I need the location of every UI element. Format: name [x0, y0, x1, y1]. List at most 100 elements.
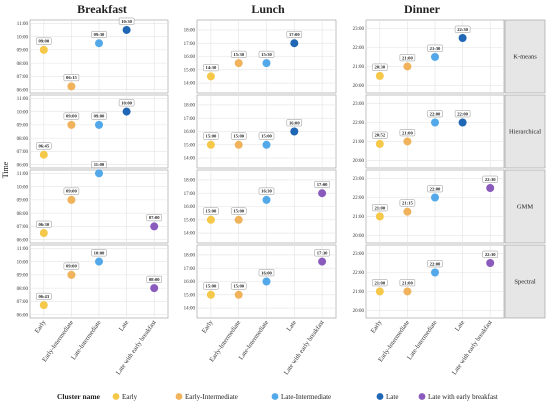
data-label: 09:00: [66, 264, 77, 269]
data-label: 07:00: [149, 215, 160, 220]
data-point: [150, 222, 159, 231]
panel-hierarchical-dinner: 20:00 21:00 22:00 23:00 20:52 21:00 22:00 22:00: [353, 94, 505, 169]
data-label-box: [36, 142, 52, 150]
panel-spectral-dinner: 20:00 21:00 22:00 23:00 21:00 21:00 22:00 22:30: [353, 244, 505, 319]
data-label-box: [427, 185, 443, 193]
data-label: 17:00: [317, 182, 328, 187]
panel-gmm-dinner: 20:00 21:00 22:00 23:00 21:00 21:15 22:00 22:30: [353, 169, 505, 244]
data-point: [262, 59, 271, 68]
data-label-box: [203, 282, 219, 290]
legend-item: Early: [112, 393, 138, 401]
data-label-box: [372, 204, 388, 212]
data-label-box: [63, 187, 80, 195]
data-label: 15:00: [206, 284, 217, 289]
y-tick-label: 16:00: [184, 280, 196, 285]
data-label: 15:00: [261, 134, 272, 139]
data-point: [67, 270, 76, 279]
data-point: [122, 25, 131, 34]
data-label: 16:00: [289, 120, 300, 125]
data-label: 22:30: [485, 177, 496, 182]
y-axis-label: Time: [1, 161, 10, 178]
data-label-box: [230, 132, 247, 140]
x-axis: EarlyEarly-IntermediateLate-Intermediate…: [34, 319, 494, 377]
strip-background: [504, 94, 546, 169]
y-tick-label: 07:00: [17, 225, 29, 230]
data-label: 15:00: [206, 209, 217, 214]
data-point: [150, 284, 159, 293]
data-label: 20:52: [374, 133, 385, 138]
x-tick-label: Late: [286, 319, 298, 333]
data-point: [375, 287, 384, 296]
x-tick-label: Early: [34, 319, 48, 335]
data-label-box: [372, 131, 388, 139]
data-point: [234, 290, 243, 299]
strip-background: [504, 244, 546, 319]
legend-label: Early: [122, 393, 138, 401]
data-label: 21:00: [402, 55, 413, 60]
data-point: [458, 34, 467, 43]
data-point: [122, 107, 131, 116]
data-label: 06:43: [38, 294, 49, 299]
x-tick-label: Late: [118, 319, 130, 333]
strip-label: Spectral: [514, 279, 535, 286]
panel-k-means-dinner: 20:00 21:00 22:00 23:00 20:30 21:00 21:30 22:30: [353, 19, 505, 94]
data-label: 15:00: [233, 209, 244, 214]
data-label: 16:00: [261, 270, 272, 275]
x-tick-label: Late: [454, 319, 466, 333]
col-title-breakfast: Breakfast: [77, 2, 127, 16]
data-point: [458, 118, 467, 127]
column-titles: Breakfast Lunch Dinner: [77, 2, 441, 16]
data-point: [206, 140, 215, 149]
data-point: [95, 120, 103, 129]
data-label-box: [454, 110, 471, 118]
x-tick-label: Late-Intermediate: [238, 319, 271, 361]
data-point: [39, 301, 48, 310]
data-label: 09:00: [66, 189, 77, 194]
data-point: [375, 212, 384, 221]
y-tick-label: 18:00: [184, 104, 196, 109]
panel-k-means-breakfast: 06:00 07:00 08:00 09:00 10:00 11:00 09:00 06:15…: [17, 17, 169, 93]
data-point: [431, 268, 439, 277]
y-tick-label: 07:00: [17, 75, 29, 80]
data-label-box: [427, 44, 443, 52]
data-label: 22:30: [457, 27, 468, 32]
y-tick-label: 10:00: [17, 260, 29, 265]
y-tick-label: 10:00: [17, 35, 29, 40]
data-label: 14:30: [206, 65, 217, 70]
data-label-box: [203, 207, 219, 215]
data-label-box: [454, 25, 471, 33]
strip-background: [504, 169, 546, 244]
y-tick-label: 23:00: [353, 252, 365, 257]
data-label-box: [63, 112, 80, 120]
data-label: 10:30: [121, 19, 132, 24]
y-tick-label: 10:00: [17, 110, 29, 115]
y-tick-label: 09:00: [17, 199, 29, 204]
y-tick-label: 20:00: [353, 159, 365, 164]
data-label-box: [36, 292, 52, 300]
strip-label: K-means: [513, 54, 537, 61]
data-point: [95, 39, 103, 48]
data-point: [67, 82, 76, 91]
legend-label: Late-Intermediate: [281, 393, 331, 401]
data-point: [318, 257, 327, 266]
data-point: [39, 229, 48, 238]
y-tick-label: 17:00: [184, 267, 196, 272]
y-tick-label: 07:00: [17, 150, 29, 155]
data-label: 17:00: [289, 32, 300, 37]
x-tick-label: Late-Intermediate: [70, 319, 103, 361]
data-label: 15:00: [206, 134, 217, 139]
strip-k-means: K-means: [504, 19, 546, 94]
data-point: [431, 118, 439, 127]
y-tick-label: 14:00: [184, 232, 196, 237]
y-tick-label: 18:00: [184, 29, 196, 34]
y-tick-label: 14:00: [184, 82, 196, 87]
data-point: [431, 193, 439, 202]
legend-marker: [418, 393, 426, 400]
data-label: 15:00: [233, 134, 244, 139]
data-label-box: [230, 282, 247, 290]
data-label: 21:15: [402, 201, 413, 206]
y-tick-label: 20:00: [353, 84, 365, 89]
data-label: 21:00: [402, 130, 413, 135]
y-tick-label: 15:00: [184, 68, 196, 73]
data-label-box: [230, 207, 247, 215]
